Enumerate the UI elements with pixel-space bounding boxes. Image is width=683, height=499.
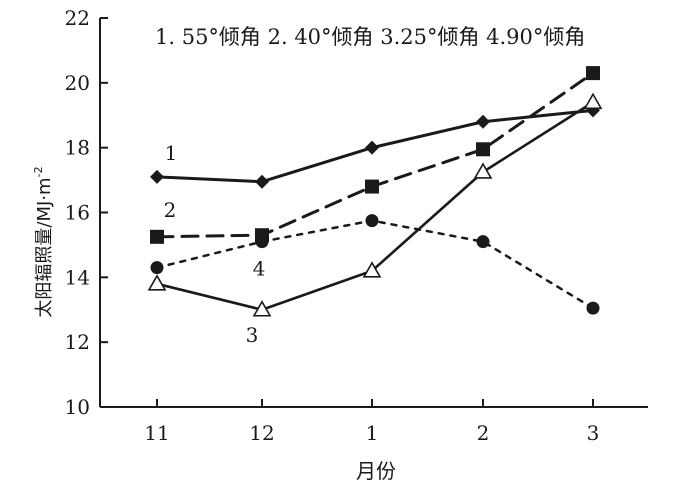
series-layer: 1 2 3 4: [147, 66, 603, 347]
series-line-3: [155, 100, 595, 312]
y-tick-label: 16: [65, 201, 90, 225]
series-label-4: 4: [253, 257, 266, 281]
series-label-1: 1: [165, 141, 178, 165]
x-tick-label: 11: [144, 421, 169, 445]
data-point-circle: [150, 261, 164, 275]
x-axis-label: 月份: [356, 459, 396, 483]
data-point-triangle: [473, 162, 493, 179]
legend-text: 1. 55°倾角 2. 40°倾角 3.25°倾角 4.90°倾角: [155, 25, 585, 49]
data-point-square: [476, 142, 490, 157]
data-point-circle: [365, 214, 379, 228]
data-point-square: [150, 229, 164, 244]
series-line-2: [155, 71, 595, 239]
y-tick-label: 18: [65, 136, 90, 160]
y-tick-label: 20: [65, 71, 90, 95]
y-tick-label: 10: [65, 395, 90, 419]
y-tick-label: 22: [65, 6, 90, 30]
x-tick-label: 3: [587, 421, 600, 445]
x-tick-label: 1: [366, 421, 379, 445]
data-point-triangle: [362, 261, 382, 278]
y-axis-label-exponent: -2: [32, 166, 45, 177]
x-tick-label: 2: [477, 421, 490, 445]
data-point-triangle: [147, 274, 167, 291]
data-point-diamond: [476, 114, 490, 129]
y-tick-label: 12: [65, 330, 90, 354]
data-point-square: [365, 179, 379, 194]
data-point-square: [586, 66, 600, 81]
y-axis-label: 太阳辐照量/MJ·m: [34, 177, 55, 317]
data-point-triangle: [583, 92, 603, 110]
x-tick-label: 12: [249, 421, 274, 445]
data-point-circle: [476, 235, 490, 249]
series-label-2: 2: [164, 198, 177, 222]
data-point-diamond: [365, 140, 379, 155]
svg-text:太阳辐照量/MJ·m-2: 太阳辐照量/MJ·m-2: [32, 166, 55, 317]
data-point-diamond: [150, 169, 164, 184]
series-label-3: 3: [246, 323, 259, 347]
data-point-diamond: [255, 174, 269, 189]
y-axis-label-group: 太阳辐照量/MJ·m-2: [32, 166, 55, 317]
series-line-4: [155, 219, 595, 310]
y-tick-label: 14: [65, 265, 90, 289]
data-point-triangle: [252, 300, 272, 317]
data-point-circle: [255, 235, 269, 249]
data-point-circle: [586, 301, 600, 315]
